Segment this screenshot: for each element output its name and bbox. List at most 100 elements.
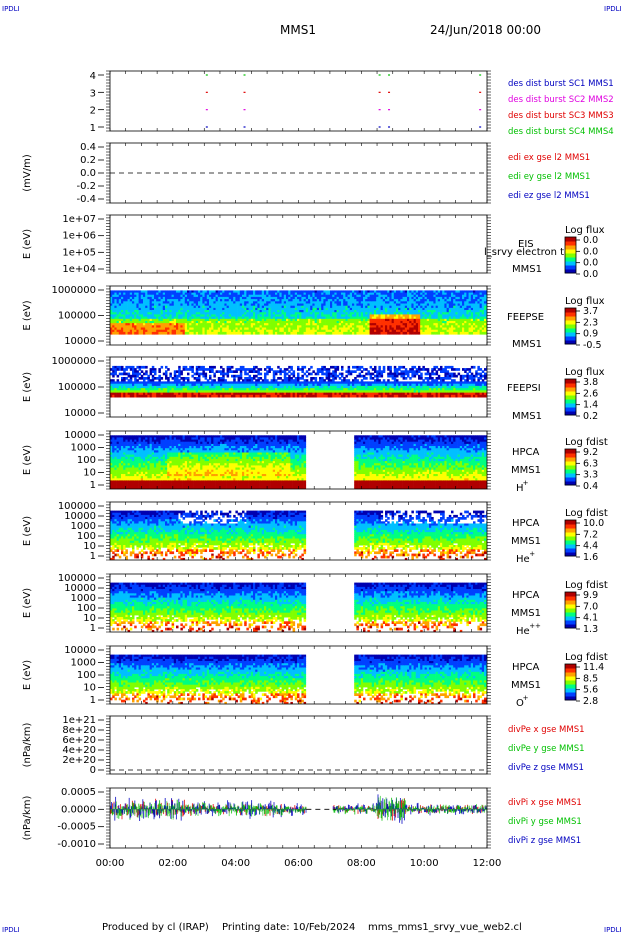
printing-date: Printing date: 10/Feb/2024 xyxy=(222,922,355,933)
instrument-label: HPCA xyxy=(512,447,540,458)
spacecraft-label: MMS1 xyxy=(512,411,542,422)
panel-frame xyxy=(109,70,488,132)
instrument-label: EIS xyxy=(518,239,534,250)
series-label: edi ex gse l2 MMS1 xyxy=(508,153,590,163)
y-tick-label: 4 xyxy=(90,71,96,82)
y-tick-label: 1e+04 xyxy=(62,264,96,275)
produced-by: Produced by cl (IRAP) xyxy=(102,922,209,933)
colorbar xyxy=(564,663,577,701)
colorbar-tick-label: 0.2 xyxy=(583,411,598,422)
colorbar xyxy=(564,307,577,345)
colorbar-title: Log fdist xyxy=(565,580,608,591)
y-tick-label: 1000000 xyxy=(51,285,96,296)
colorbar-title: Log fdist xyxy=(565,437,608,448)
series-label: divPi z gse MMS1 xyxy=(508,836,581,846)
colorbar-tick-label: 2.3 xyxy=(583,317,598,328)
corner-mark-bottom-left: IPDLI xyxy=(2,926,20,934)
y-axis-label: E (eV) xyxy=(22,229,33,259)
colorbar-tick-label: -0.5 xyxy=(583,340,602,351)
y-tick-label: 10 xyxy=(83,468,96,479)
panel-frame xyxy=(109,285,488,346)
x-tick-label: 06:00 xyxy=(284,858,313,869)
colorbar-tick-label: 1.3 xyxy=(583,624,598,635)
colorbar xyxy=(564,448,577,486)
y-tick-label: -0.4 xyxy=(76,194,96,205)
y-axis-label: (nPa/km) xyxy=(22,723,33,768)
colorbar-tick-label: 7.2 xyxy=(583,529,598,540)
y-tick-label: -0.0005 xyxy=(57,822,96,833)
y-tick-label: 100000 xyxy=(58,573,96,584)
colorbar-tick-label: 11.4 xyxy=(583,662,604,673)
y-axis-label: E (eV) xyxy=(22,372,33,402)
colorbar-title: Log flux xyxy=(565,225,605,236)
series-label: divPe y gse MMS1 xyxy=(508,744,585,754)
overlay-text: l_srvy electron to xyxy=(484,247,570,258)
colorbar-tick-label: 0.0 xyxy=(583,235,598,246)
y-tick-label: 1000 xyxy=(71,443,96,454)
x-tick-label: 04:00 xyxy=(221,858,250,869)
colorbar xyxy=(564,519,577,557)
colorbar-tick-label: 1.4 xyxy=(583,400,598,411)
colorbar-tick-label: 3.3 xyxy=(583,470,598,481)
y-tick-label: -0.0010 xyxy=(57,839,96,850)
panel-burst: des dist burst SC1 MMS1 des dist burst SC… xyxy=(90,70,614,137)
panel-frame xyxy=(109,715,488,775)
y-tick-label: 100000 xyxy=(58,382,96,393)
y-tick-label: 0.0005 xyxy=(61,787,96,798)
colorbar-tick-label: 2.6 xyxy=(583,388,598,399)
instrument-label: FEEPSI xyxy=(507,383,541,394)
y-tick-label: 1 xyxy=(90,623,96,634)
mission-title: MMS1 xyxy=(280,23,316,37)
colorbar-tick-label: 1.6 xyxy=(583,552,598,563)
y-axis-label: E (eV) xyxy=(22,516,33,546)
series-label: divPe z gse MMS1 xyxy=(508,763,584,773)
x-tick-label: 00:00 xyxy=(96,858,125,869)
y-tick-label: -0.2 xyxy=(76,181,96,192)
y-tick-label: 10000 xyxy=(64,430,96,441)
panel-frame xyxy=(109,787,488,849)
instrument-label: HPCA xyxy=(512,590,540,601)
panel-frame xyxy=(109,430,488,490)
y-tick-label: 100000 xyxy=(58,311,96,322)
colorbar-tick-label: 0.9 xyxy=(583,329,598,340)
spacecraft-label: MMS1 xyxy=(512,339,542,350)
y-tick-label: 10000 xyxy=(64,645,96,656)
panel-eis: 1e+07 1e+06 1e+05 1e+04 EIS MMS1 l_srvy electr… xyxy=(22,214,605,280)
species-label: He xyxy=(516,554,530,565)
y-axis-label: (nPa/km) xyxy=(22,796,33,841)
panel-plot-area xyxy=(110,794,487,824)
y-tick-label: 10 xyxy=(83,683,96,694)
y-tick-label: 0 xyxy=(90,765,96,776)
y-tick-label: 100 xyxy=(77,455,96,466)
panel-plot-area xyxy=(110,435,487,489)
y-tick-label: 1e+05 xyxy=(62,247,96,258)
y-tick-label: 0.4 xyxy=(80,142,96,153)
y-tick-label: 1 xyxy=(90,480,96,491)
series-label: divPi y gse MMS1 xyxy=(508,817,582,827)
y-tick-label: 100000 xyxy=(58,501,96,512)
panel-plot-area xyxy=(205,74,482,128)
corner-mark-top-left: IPDLI xyxy=(2,5,20,13)
y-tick-label: 1000000 xyxy=(51,356,96,367)
spacecraft-label: MMS1 xyxy=(512,264,542,275)
panel-divpi: 0.0005 0.0000 -0.0005 -0.0010 divPi x gse MM… xyxy=(22,787,582,850)
colorbar-tick-label: 0.0 xyxy=(583,258,598,269)
colorbar-tick-label: 4.4 xyxy=(583,541,598,552)
series-label: des dist burst SC3 MMS3 xyxy=(508,111,614,121)
colorbar-tick-label: 3.8 xyxy=(583,377,598,388)
colorbar-tick-label: 4.1 xyxy=(583,613,598,624)
colorbar-title: Log flux xyxy=(565,367,605,378)
species-label: O xyxy=(516,698,524,709)
species-charge: + xyxy=(523,694,529,702)
y-tick-label: 2 xyxy=(90,106,96,117)
corner-mark-top-right: IPDLI xyxy=(604,5,622,13)
plot-date: 24/Jun/2018 00:00 xyxy=(430,23,541,37)
instrument-label: HPCA xyxy=(512,662,540,673)
species-label: H xyxy=(516,483,524,494)
panel-plot-area xyxy=(110,290,487,335)
y-tick-label: 0.2 xyxy=(80,155,96,166)
